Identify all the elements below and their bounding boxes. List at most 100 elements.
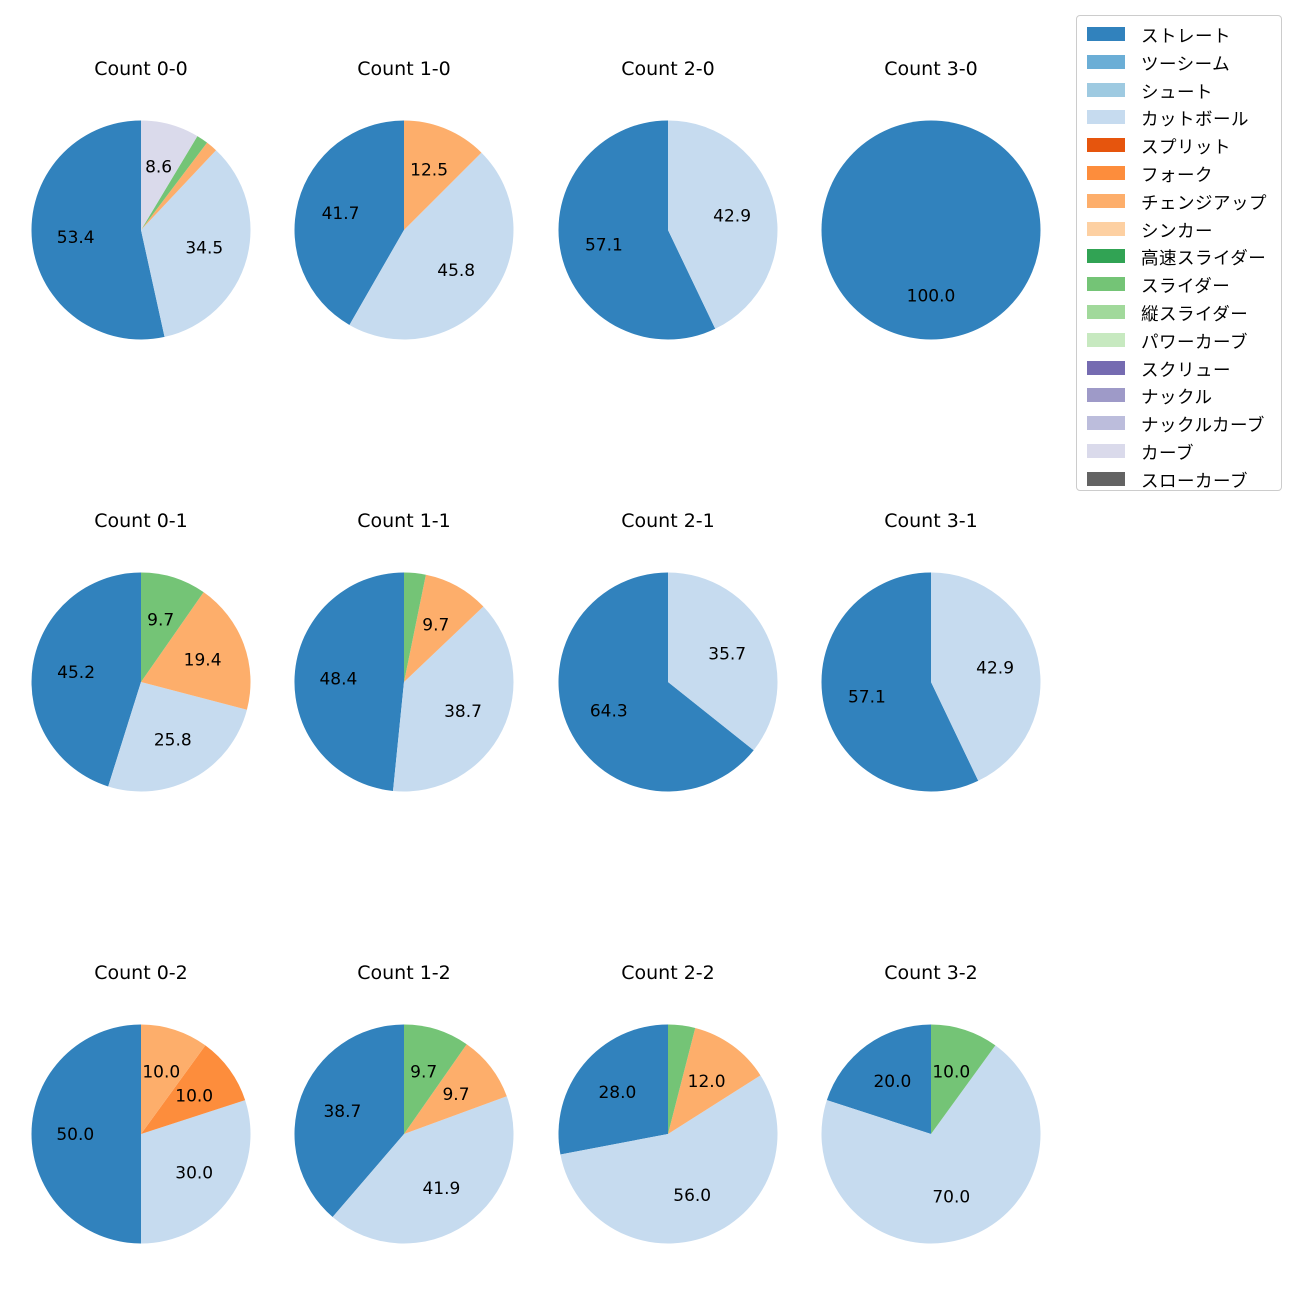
pie-slice [931,572,1041,781]
legend-label: ストレート [1141,27,1231,47]
slice-label: 9.7 [442,1085,469,1105]
legend-swatch [1087,388,1125,403]
pie-slice [141,1045,246,1134]
slice-label: 53.4 [57,228,95,248]
legend-label: フォーク [1141,165,1213,186]
pie-slice [404,1024,467,1134]
pie-chart: Count 2-0 57.1 42.9 [558,58,778,340]
pie-chart: Count 2-2 28.0 56.0 12.0 [558,962,778,1244]
pie-slice [141,592,251,710]
pie-chart: Count 3-1 57.1 42.9 [821,510,1041,792]
pie-slice [668,1027,761,1134]
slice-label: 34.5 [185,239,223,259]
slice-label: 57.1 [848,688,886,708]
pie-slice [558,572,754,792]
pie-slice [141,120,198,230]
pie-slice [108,682,247,792]
pie-slice [560,1075,778,1244]
chart-title: Count 0-2 [94,962,188,984]
legend-label: 縦スライダー [1141,304,1249,325]
pie-slice [31,120,165,340]
slice-label: 20.0 [873,1072,911,1092]
pie-chart: Count 0-0 53.4 34.5 8.6 [31,58,251,340]
legend-label: カーブ [1141,443,1194,464]
legend-item: スプリット [1077,131,1281,159]
legend: ストレート ツーシーム シュート カットボール スプリット フォーク チェンジア… [1076,15,1282,493]
legend-swatch [1087,471,1125,486]
slice-label: 42.9 [713,207,751,227]
pie-chart: Count 2-1 64.3 35.7 [558,510,778,792]
pie-slice [141,572,204,682]
legend-label: スライダー [1141,277,1231,298]
legend-swatch [1087,249,1125,264]
legend-item: 高速スライダー [1077,242,1281,270]
legend-label: ナックル [1141,388,1213,409]
pie-slice [332,1096,514,1244]
pie-chart: Count 1-1 48.4 38.7 9.7 [294,510,514,792]
slice-label: 12.5 [410,160,448,180]
legend-item: スローカーブ [1077,465,1281,493]
legend-item: チェンジアップ [1077,187,1281,215]
legend-label: スローカーブ [1141,471,1248,492]
legend-label: 高速スライダー [1141,249,1267,270]
legend-item: スライダー [1077,270,1281,298]
slice-label: 41.7 [322,204,360,224]
chart-title: Count 3-0 [884,58,978,80]
slice-label: 35.7 [708,645,746,665]
chart-title: Count 1-2 [357,962,451,984]
pie-slice [294,1024,404,1218]
slice-label: 10.0 [932,1063,970,1083]
pie-slice [141,1024,206,1134]
slice-label: 9.7 [410,1062,437,1082]
pie-chart: Count 0-2 50.0 30.0 10.0 10.0 [31,962,251,1244]
slice-label: 56.0 [673,1186,711,1206]
legend-item: シュート [1077,76,1281,104]
pie-slice [558,1024,668,1155]
pie-slice [821,1045,1041,1244]
pie-slice [294,572,404,791]
slice-label: 50.0 [56,1125,94,1145]
chart-title: Count 2-0 [621,58,715,80]
pie-slice [349,152,514,340]
legend-label: シンカー [1141,221,1213,242]
slice-label: 100.0 [907,287,956,307]
slice-label: 45.2 [57,663,95,683]
legend-label: ツーシーム [1141,54,1231,75]
pie-slice [826,1024,931,1134]
legend-swatch [1087,221,1125,236]
legend-swatch [1087,277,1125,292]
legend-label: パワーカーブ [1141,332,1248,353]
legend-swatch [1087,416,1125,431]
legend-swatch [1087,193,1125,208]
pie-slice [668,120,778,329]
legend-label: カットボール [1141,110,1249,131]
legend-swatch [1087,165,1125,180]
pie-chart: Count 3-0 100.0 [821,58,1041,340]
slice-label: 57.1 [585,236,623,256]
slice-label: 64.3 [590,702,628,722]
legend-item: カットボール [1077,103,1281,131]
chart-title: Count 1-0 [357,58,451,80]
chart-title: Count 0-1 [94,510,188,532]
pie-slice [821,572,979,792]
slice-label: 10.0 [175,1086,213,1106]
legend-swatch [1087,332,1125,347]
legend-swatch [1087,110,1125,125]
chart-title: Count 3-2 [884,962,978,984]
pie-slice [558,120,716,340]
legend-swatch [1087,443,1125,458]
slice-label: 45.8 [437,261,475,281]
slice-label: 38.7 [444,702,482,722]
chart-title: Count 2-2 [621,962,715,984]
pie-slice [668,1024,696,1134]
legend-label: シュート [1141,82,1213,103]
slice-label: 12.0 [688,1072,726,1092]
slice-label: 25.8 [154,731,192,751]
legend-swatch [1087,54,1125,69]
legend-label: ナックルカーブ [1141,416,1265,437]
slice-label: 8.6 [145,158,172,178]
slice-label: 38.7 [323,1102,361,1122]
legend-label: スプリット [1141,138,1231,159]
pie-slice [141,150,251,337]
